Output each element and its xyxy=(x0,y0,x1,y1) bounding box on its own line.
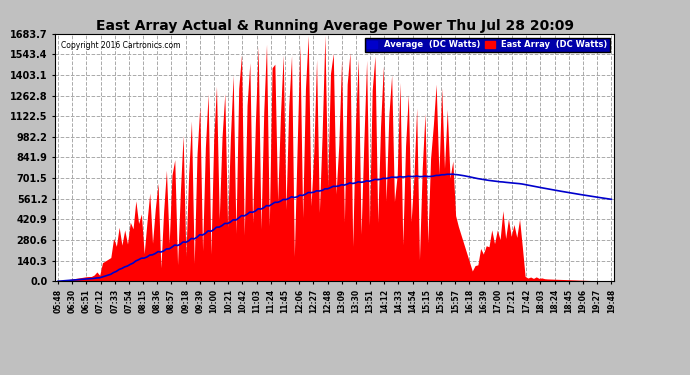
Legend: Average  (DC Watts), East Array  (DC Watts): Average (DC Watts), East Array (DC Watts… xyxy=(365,38,610,52)
Title: East Array Actual & Running Average Power Thu Jul 28 20:09: East Array Actual & Running Average Powe… xyxy=(96,19,573,33)
Text: Copyright 2016 Cartronics.com: Copyright 2016 Cartronics.com xyxy=(61,41,180,50)
